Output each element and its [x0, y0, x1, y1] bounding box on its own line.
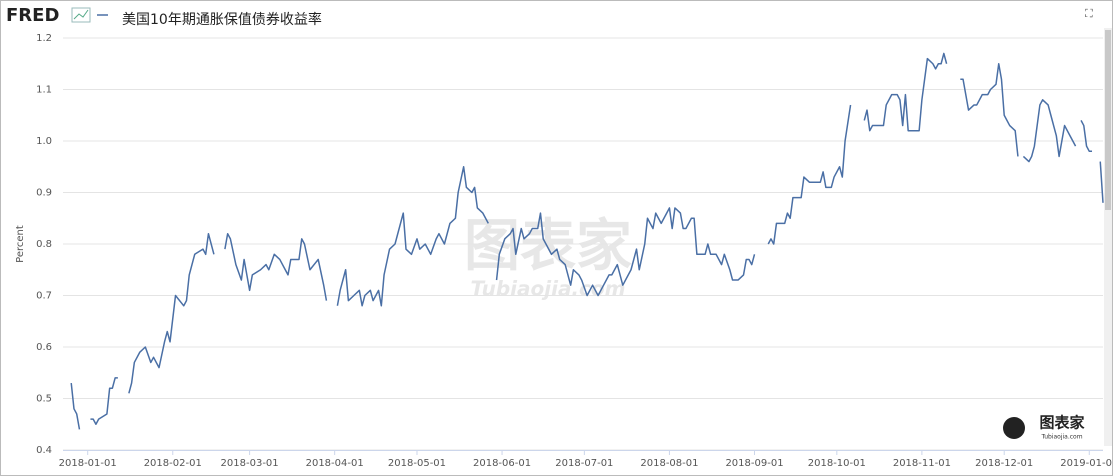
y-tick-label: 0.8	[36, 239, 52, 250]
x-tick-label: 2018-09-01	[725, 458, 783, 469]
brand-sub: Tubiaojia.com	[1040, 434, 1082, 441]
brand-text: 图表家	[1039, 414, 1084, 432]
x-tick-label: 2018-12-01	[975, 458, 1033, 469]
logo: FRED	[6, 5, 59, 26]
x-tick-label: 2018-02-01	[144, 458, 202, 469]
scrollbar	[1104, 28, 1112, 446]
fullscreen-icon[interactable]: ⛶	[1085, 7, 1093, 20]
x-tick-label: 2018-04-01	[306, 458, 364, 469]
brand-icon	[1003, 417, 1025, 439]
y-axis-label: Percent	[15, 225, 26, 263]
y-tick-label: 0.6	[36, 342, 52, 353]
y-tick-label: 0.5	[36, 394, 52, 405]
y-tick-label: 0.7	[36, 291, 52, 302]
y-tick-label: 1.1	[36, 85, 52, 96]
y-tick-label: 1.0	[36, 136, 52, 147]
x-tick-label: 2018-01-01	[59, 458, 117, 469]
legend-label: 美国10年期通胀保值债券收益率	[122, 11, 322, 28]
x-tick-label: 2018-10-01	[808, 458, 866, 469]
x-tick-label: 2018-07-01	[555, 458, 613, 469]
x-tick-label: 2019-01-01	[1060, 458, 1113, 469]
x-tick-label: 2018-11-01	[893, 458, 951, 469]
y-tick-label: 0.9	[36, 188, 52, 199]
y-tick-label: 1.2	[36, 33, 52, 44]
y-tick-label: 0.4	[36, 445, 52, 456]
watermark-sub: Tubiaojia.com	[471, 277, 626, 301]
series-line	[70, 52, 1104, 430]
x-tick-label: 2018-08-01	[640, 458, 698, 469]
scrollbar-thumb[interactable]	[1105, 30, 1111, 210]
x-tick-label: 2018-05-01	[388, 458, 446, 469]
x-tick-label: 2018-06-01	[473, 458, 531, 469]
logo-icon-line	[73, 9, 89, 20]
x-tick-label: 2018-03-01	[221, 458, 279, 469]
